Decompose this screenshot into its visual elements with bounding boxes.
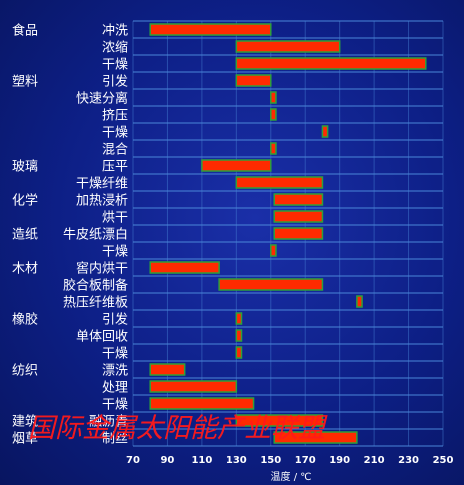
bar (236, 313, 241, 324)
bar (236, 75, 270, 86)
row-label: 干燥 (102, 126, 128, 141)
row-label: 窖内烘干 (76, 261, 128, 277)
x-tick-label: 230 (398, 455, 419, 466)
row-label: 处理 (102, 381, 128, 396)
category-label: 食品 (12, 23, 38, 39)
bar (150, 381, 236, 392)
row-labels: 冲洗食品浓缩干燥引发塑料快速分离挤压干燥混合压平玻璃干燥纤维加热浸析化学烘干牛皮… (12, 23, 128, 447)
row-label: 引发 (102, 74, 128, 90)
bar (271, 109, 276, 120)
category-label: 塑料 (12, 75, 38, 90)
bar (271, 92, 276, 103)
bar (322, 126, 327, 137)
x-tick-label: 210 (364, 455, 385, 466)
bar (219, 279, 322, 290)
row-label: 热压纤维板 (63, 296, 128, 311)
row-label: 胶合板制备 (63, 278, 128, 294)
row-label: 加热浸析 (76, 194, 128, 209)
row-label: 牛皮纸漂白 (63, 227, 128, 243)
bar (357, 296, 362, 307)
bar (271, 143, 276, 154)
x-axis-ticks: 70 90 110 130 150 170 190 210 230 250 (126, 455, 453, 466)
row-label: 干燥 (102, 245, 128, 260)
x-tick-label: 110 (191, 455, 212, 466)
row-label: 干燥 (102, 398, 128, 413)
bar (236, 347, 241, 358)
row-label: 烘干 (102, 211, 128, 226)
bar (236, 41, 339, 52)
row-label: 干燥 (102, 58, 128, 73)
category-label: 造纸 (12, 228, 38, 243)
row-label: 引发 (102, 312, 128, 328)
category-label: 木材 (12, 262, 38, 277)
bar (150, 398, 253, 409)
category-label: 化学 (12, 193, 38, 209)
bar (150, 262, 219, 273)
row-label: 干燥纤维 (76, 177, 128, 192)
bars (150, 24, 426, 443)
x-tick-label: 170 (295, 455, 316, 466)
bar (274, 228, 322, 239)
x-tick-label: 150 (260, 455, 281, 466)
bar (202, 160, 271, 171)
x-tick-label: 190 (329, 455, 350, 466)
row-label: 干燥 (102, 347, 128, 362)
x-tick-label: 70 (126, 455, 140, 466)
row-label: 挤压 (102, 109, 128, 124)
bar (150, 364, 184, 375)
x-tick-label: 90 (160, 455, 174, 466)
bar (236, 58, 425, 69)
bar (274, 211, 322, 222)
row-label: 浓缩 (102, 40, 128, 56)
row-label: 快速分离 (76, 91, 128, 107)
bar (271, 245, 276, 256)
bar (150, 24, 271, 35)
bar (236, 177, 322, 188)
row-label: 混合 (102, 143, 128, 158)
bar (274, 194, 322, 205)
watermark-text: 国际金属太阳能产业联盟 (28, 413, 328, 444)
bar (236, 330, 241, 341)
row-label: 单体回收 (76, 330, 128, 345)
x-tick-label: 250 (433, 455, 454, 466)
category-label: 纺织 (12, 364, 38, 379)
row-label: 漂洗 (102, 363, 128, 379)
row-label: 压平 (102, 160, 128, 175)
x-axis-title: 温度 / ℃ (271, 470, 312, 483)
category-label: 玻璃 (12, 160, 38, 175)
category-label: 橡胶 (12, 312, 38, 328)
x-tick-label: 130 (226, 455, 247, 466)
row-label: 冲洗 (102, 24, 128, 39)
